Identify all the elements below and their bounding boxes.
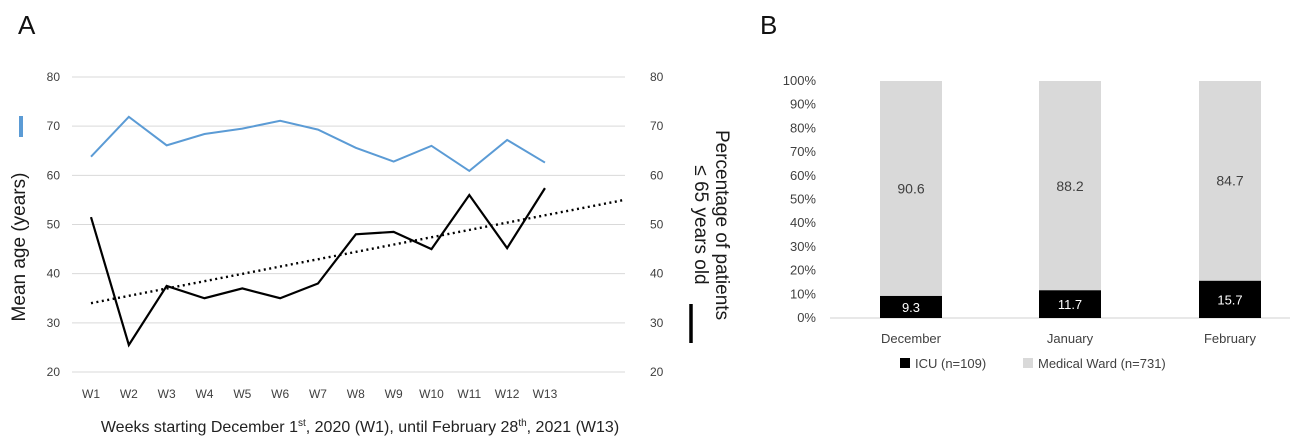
y-tick-label: 30% <box>790 239 816 254</box>
y-tick-label: 60% <box>790 168 816 183</box>
data-label-medical-ward: 90.6 <box>897 181 924 197</box>
data-label-icu: 11.7 <box>1058 297 1082 312</box>
y-tick-label: 50% <box>790 192 816 207</box>
data-label-icu: 15.7 <box>1217 292 1242 307</box>
x-tick-label: W5 <box>233 387 251 401</box>
legend-label-icu: ICU (n=109) <box>915 356 986 371</box>
data-label-icu: 9.3 <box>902 300 920 315</box>
x-axis-label-sup1: st <box>298 418 306 429</box>
x-tick-label: December <box>881 331 942 346</box>
y-left-tick-label: 60 <box>47 168 61 182</box>
y-tick-label: 10% <box>790 286 816 301</box>
x-tick-label: W1 <box>82 387 100 401</box>
y-left-tick-label: 20 <box>47 365 61 379</box>
y-tick-label: 70% <box>790 144 816 159</box>
y-right-tick-label: 30 <box>650 316 664 330</box>
panel-a-letter: A <box>18 10 36 40</box>
data-label-medical-ward: 88.2 <box>1056 178 1083 194</box>
x-tick-label: W7 <box>309 387 327 401</box>
y-right-tick-label: 40 <box>650 267 664 281</box>
x-tick-label: W10 <box>419 387 444 401</box>
x-tick-label: W13 <box>533 387 558 401</box>
y-tick-label: 90% <box>790 97 816 112</box>
y-tick-label: 0% <box>797 310 816 325</box>
bar-segment-icu <box>880 295 942 318</box>
left-axis-label: Mean age (years) <box>9 173 30 322</box>
trend-line <box>90 198 625 305</box>
legend-label-medical-ward: Medical Ward (n=731) <box>1038 356 1166 371</box>
x-tick-label: W9 <box>385 387 403 401</box>
y-tick-label: 80% <box>790 120 816 135</box>
y-tick-label: 100% <box>783 73 817 88</box>
bar-segment-medical-ward <box>1199 81 1261 281</box>
x-tick-label: W2 <box>120 387 138 401</box>
bar-segment-medical-ward <box>880 81 942 296</box>
x-axis-label-part1: Weeks starting December 1 <box>101 419 298 436</box>
right-axis-label-line1: Percentage of patients <box>711 130 732 320</box>
y-right-tick-label: 20 <box>650 365 664 379</box>
x-tick-label: W11 <box>457 387 481 401</box>
y-left-tick-label: 30 <box>47 316 61 330</box>
panel-b-letter: B <box>760 10 777 40</box>
right-axis-label-line2: ≤ 65 years old <box>690 165 711 284</box>
line-chart: 20 20 30 30 40 40 50 50 60 60 70 70 80 80 W1 W2 W3 W4 W5 W6… <box>47 70 664 401</box>
mean-age-line <box>90 115 546 173</box>
legend-swatch-medical-ward <box>1023 358 1033 368</box>
x-tick-label: W8 <box>347 387 365 401</box>
y-tick-label: 20% <box>790 263 816 278</box>
y-right-tick-label: 70 <box>650 119 664 133</box>
x-tick-label: February <box>1204 331 1257 346</box>
bar-segment-icu <box>1199 280 1261 318</box>
y-right-tick-label: 60 <box>650 168 664 182</box>
x-tick-label: W12 <box>495 387 520 401</box>
y-tick-label: 40% <box>790 215 816 230</box>
x-axis-label-part3: , 2021 (W13) <box>527 419 619 436</box>
x-axis-label-sup2: th <box>518 418 526 429</box>
y-left-tick-label: 50 <box>47 218 61 232</box>
y-right-tick-label: 80 <box>650 70 664 84</box>
y-left-tick-label: 40 <box>47 267 61 281</box>
x-tick-label: January <box>1047 331 1094 346</box>
data-label-medical-ward: 84.7 <box>1216 172 1243 188</box>
bar-segment-icu <box>1039 290 1101 318</box>
y-left-tick-label: 80 <box>47 70 61 84</box>
legend-swatch-icu <box>900 358 910 368</box>
stacked-bar-chart: 0% 10% 20% 30% 40% 50% 60% 70% 80% 90% 100% 90.6 9.3… <box>783 73 1290 371</box>
x-axis-label-part2: , 2020 (W1), until February 28 <box>306 419 519 436</box>
x-tick-label: W3 <box>158 387 176 401</box>
y-left-tick-label: 70 <box>47 119 61 133</box>
y-right-tick-label: 50 <box>650 218 664 232</box>
percentage-line <box>89 187 546 348</box>
x-tick-label: W4 <box>195 387 213 401</box>
bar-segment-medical-ward <box>1039 81 1101 291</box>
x-axis-label: Weeks starting December 1st, 2020 (W1), … <box>101 418 619 436</box>
x-tick-label: W6 <box>271 387 289 401</box>
